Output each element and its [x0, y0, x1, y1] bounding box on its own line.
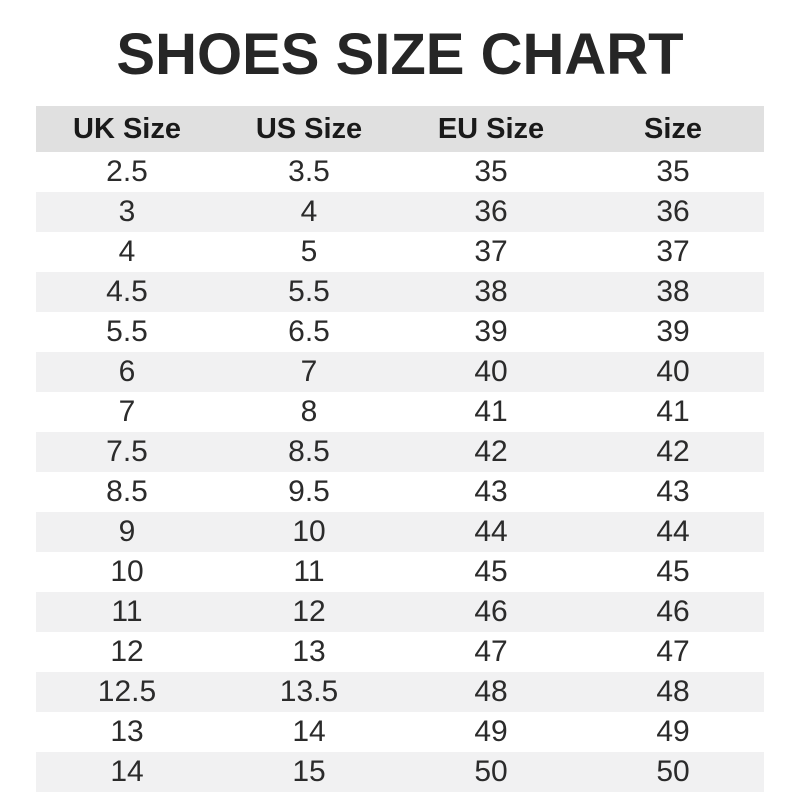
- table-cell: 5.5: [106, 315, 148, 348]
- table-cell: 14: [292, 715, 326, 748]
- table-cell: 13: [110, 715, 144, 748]
- table-cell: 49: [656, 715, 690, 748]
- table-cell: 38: [474, 275, 508, 308]
- column-header: US Size: [255, 112, 363, 145]
- table-row: 14 15 50 50: [36, 752, 764, 792]
- table-row: 11 12 46 46: [36, 592, 764, 632]
- table-cell: 49: [474, 715, 508, 748]
- table-cell: 44: [656, 515, 690, 548]
- table-cell: 9: [118, 515, 136, 548]
- column-header: UK Size: [73, 112, 181, 145]
- table-cell: 12: [110, 635, 144, 668]
- table-header: UK Size US Size EU Size Size: [36, 106, 764, 152]
- table-cell: 10: [110, 555, 144, 588]
- table-cell: 2.5: [106, 155, 148, 188]
- table-cell: 47: [656, 635, 690, 668]
- table-cell: 4: [118, 235, 136, 268]
- table-cell: 42: [656, 435, 690, 468]
- table-cell: 37: [656, 235, 690, 268]
- table-cell: 45: [656, 555, 690, 588]
- table-cell: 47: [474, 635, 508, 668]
- page-title: SHOES SIZE CHART: [116, 22, 684, 87]
- table-cell: 13.5: [279, 675, 339, 708]
- table-cell: 9.5: [288, 475, 330, 508]
- column-header: Size: [643, 112, 703, 145]
- table-cell: 38: [656, 275, 690, 308]
- table-cell: 40: [474, 355, 508, 388]
- table-cell: 5.5: [288, 275, 330, 308]
- table-cell: 6: [118, 355, 136, 388]
- table-row: 6 7 40 40: [36, 352, 764, 392]
- table-cell: 13: [292, 635, 326, 668]
- table-row: 2.5 3.5 35 35: [36, 152, 764, 192]
- table-row: 10 11 45 45: [36, 552, 764, 592]
- table-cell: 14: [110, 755, 144, 788]
- table-cell: 37: [474, 235, 508, 268]
- table-cell: 4.5: [106, 275, 148, 308]
- table-cell: 7: [300, 355, 318, 388]
- size-table: UK Size US Size EU Size Size 2.5 3.5 35 35 3 4 36…: [36, 106, 764, 792]
- table-cell: 35: [656, 155, 690, 188]
- table-cell: 12: [292, 595, 326, 628]
- table-cell: 7.5: [106, 435, 148, 468]
- table-row: 4.5 5.5 38 38: [36, 272, 764, 312]
- table-cell: 8.5: [288, 435, 330, 468]
- table-cell: 48: [474, 675, 508, 708]
- table-row: 3 4 36 36: [36, 192, 764, 232]
- size-table-container: UK Size US Size EU Size Size 2.5 3.5 35 35 3 4 36…: [36, 106, 764, 792]
- table-cell: 44: [474, 515, 508, 548]
- table-cell: 46: [656, 595, 690, 628]
- table-cell: 36: [656, 195, 690, 228]
- table-cell: 39: [656, 315, 690, 348]
- table-cell: 11: [111, 595, 143, 628]
- table-row: 13 14 49 49: [36, 712, 764, 752]
- table-row: 5.5 6.5 39 39: [36, 312, 764, 352]
- table-cell: 40: [656, 355, 690, 388]
- table-cell: 7: [118, 395, 136, 428]
- table-row: 4 5 37 37: [36, 232, 764, 272]
- table-cell: 50: [474, 755, 508, 788]
- table-cell: 4: [300, 195, 318, 228]
- table-cell: 10: [292, 515, 326, 548]
- table-row: 7.5 8.5 42 42: [36, 432, 764, 472]
- table-cell: 36: [474, 195, 508, 228]
- table-header-row: UK Size US Size EU Size Size: [36, 106, 764, 152]
- table-cell: 3: [118, 195, 136, 228]
- column-header: EU Size: [437, 112, 545, 145]
- table-cell: 8: [300, 395, 318, 428]
- table-cell: 50: [656, 755, 690, 788]
- table-cell: 46: [474, 595, 508, 628]
- table-cell: 48: [656, 675, 690, 708]
- table-cell: 43: [656, 475, 690, 508]
- table-cell: 39: [474, 315, 508, 348]
- table-body: 2.5 3.5 35 35 3 4 36 36 4 5 37 37 4.5 5.5 38 38 5.5 6.5 39…: [36, 152, 764, 792]
- table-row: 9 10 44 44: [36, 512, 764, 552]
- table-row: 12 13 47 47: [36, 632, 764, 672]
- table-cell: 43: [474, 475, 508, 508]
- table-cell: 6.5: [288, 315, 330, 348]
- table-cell: 41: [656, 395, 690, 428]
- table-row: 12.5 13.5 48 48: [36, 672, 764, 712]
- table-cell: 5: [300, 235, 318, 268]
- table-cell: 11: [293, 555, 325, 588]
- table-cell: 8.5: [106, 475, 148, 508]
- table-cell: 42: [474, 435, 508, 468]
- table-cell: 3.5: [288, 155, 330, 188]
- table-cell: 15: [292, 755, 326, 788]
- table-cell: 41: [474, 395, 508, 428]
- table-cell: 45: [474, 555, 508, 588]
- table-row: 8.5 9.5 43 43: [36, 472, 764, 512]
- table-row: 7 8 41 41: [36, 392, 764, 432]
- table-cell: 35: [474, 155, 508, 188]
- table-cell: 12.5: [97, 675, 157, 708]
